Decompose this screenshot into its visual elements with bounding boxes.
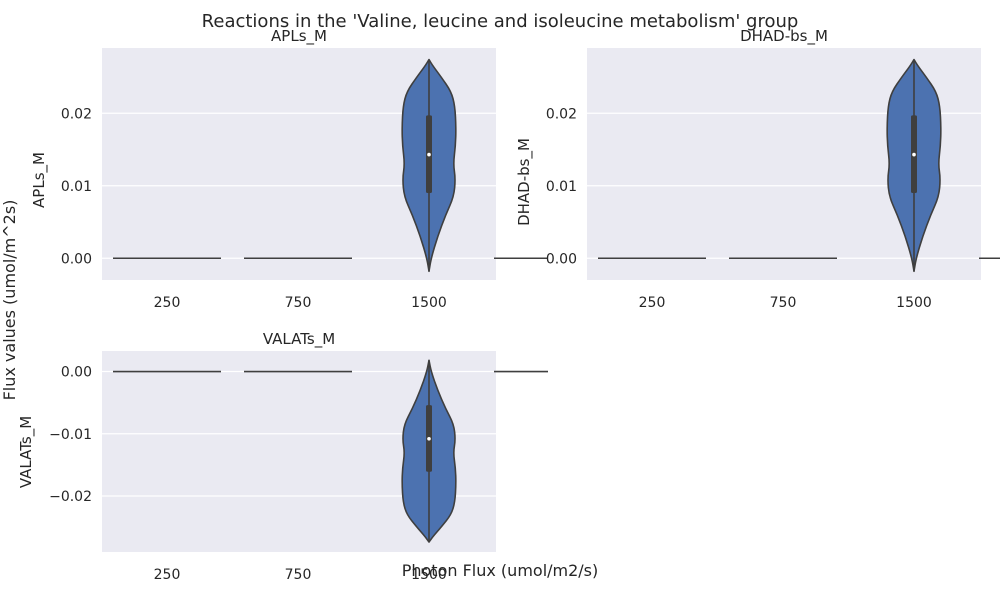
figure-y-label: Flux values (umol/m^2s) <box>0 200 19 401</box>
y-tick-label: 0.02 <box>61 106 92 122</box>
violin-median <box>427 436 431 441</box>
subplot-title: DHAD-bs_M <box>740 27 828 46</box>
x-tick-label: 1500 <box>411 295 447 311</box>
x-tick-label: 250 <box>154 295 181 311</box>
y-axis-label: APLs_M <box>30 152 49 208</box>
y-tick-label: 0.00 <box>546 251 577 267</box>
x-tick-label: 1500 <box>411 567 447 583</box>
x-tick-label: 250 <box>639 295 666 311</box>
y-tick-label: −0.02 <box>49 489 92 505</box>
subplot-2: 0.00 −0.01 −0.02 VALATs_M VALATs_M 250 750 1500 <box>17 330 548 583</box>
y-axis-label: VALATs_M <box>17 416 36 488</box>
subplot-1: 0.00 0.01 0.02 DHAD-bs_M DHAD-bs_M 250 750 1500 <box>515 27 1000 311</box>
subplot-title: APLs_M <box>271 27 327 46</box>
figure-title: Reactions in the 'Valine, leucine and is… <box>202 11 799 32</box>
y-tick-label: 0.00 <box>61 251 92 267</box>
x-tick-label: 1500 <box>896 295 932 311</box>
y-tick-label: 0.01 <box>61 179 92 195</box>
figure-x-label: Photon Flux (umol/m2/s) <box>402 561 599 580</box>
y-tick-label: 0.01 <box>546 179 577 195</box>
x-tick-label: 750 <box>285 567 312 583</box>
y-tick-label: −0.01 <box>49 427 92 443</box>
y-tick-label: 0.02 <box>546 106 577 122</box>
y-tick-label: 0.00 <box>61 365 92 381</box>
violin-median <box>912 152 916 157</box>
x-tick-label: 250 <box>154 567 181 583</box>
x-tick-label: 750 <box>770 295 797 311</box>
y-axis-label: DHAD-bs_M <box>515 138 534 226</box>
subplot-0: 0.00 0.01 0.02 APLs_M APLs_M 250 750 1500 <box>30 27 548 311</box>
x-tick-label: 750 <box>285 295 312 311</box>
violin-median <box>427 152 431 157</box>
subplot-title: VALATs_M <box>263 330 335 349</box>
